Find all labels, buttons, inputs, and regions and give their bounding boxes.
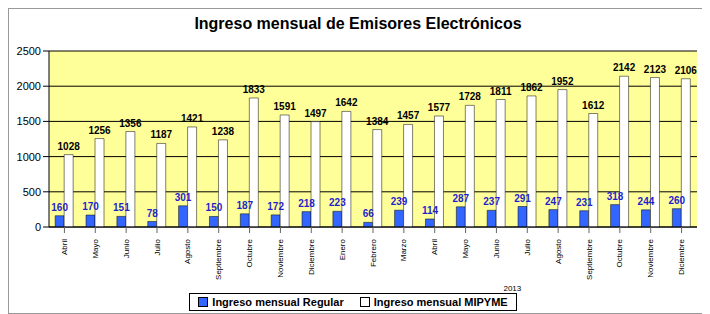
svg-text:151: 151 — [113, 202, 130, 213]
svg-text:Mayo: Mayo — [91, 238, 100, 258]
svg-text:Agosto: Agosto — [554, 238, 563, 263]
svg-text:1457: 1457 — [397, 110, 420, 121]
svg-text:1577: 1577 — [428, 102, 451, 113]
svg-text:1256: 1256 — [88, 125, 111, 136]
svg-text:301: 301 — [175, 192, 192, 203]
svg-text:Septiembre: Septiembre — [214, 238, 223, 279]
svg-text:150: 150 — [206, 202, 223, 213]
svg-text:Julio: Julio — [153, 238, 162, 255]
svg-text:Diciembre: Diciembre — [677, 238, 686, 275]
svg-text:1238: 1238 — [212, 126, 235, 137]
svg-text:0: 0 — [35, 221, 41, 233]
svg-text:187: 187 — [236, 200, 253, 211]
svg-text:Noviembre: Noviembre — [646, 238, 655, 277]
svg-text:Junio: Junio — [492, 238, 501, 258]
svg-text:78: 78 — [147, 208, 159, 219]
svg-text:244: 244 — [638, 196, 655, 207]
svg-text:291: 291 — [514, 193, 531, 204]
html-text:Ingreso mensual Regular: Ingreso mensual Regular — [212, 296, 344, 308]
svg-text:1000: 1000 — [17, 151, 41, 163]
svg-text:1497: 1497 — [304, 108, 327, 119]
svg-text:218: 218 — [298, 198, 315, 209]
svg-text:1356: 1356 — [119, 118, 142, 129]
svg-text:2106: 2106 — [675, 65, 698, 76]
svg-text:Julio: Julio — [523, 238, 532, 255]
svg-text:Diciembre: Diciembre — [307, 238, 316, 275]
svg-text:247: 247 — [545, 196, 562, 207]
svg-text:2500: 2500 — [17, 45, 41, 57]
svg-text:2123: 2123 — [644, 64, 667, 75]
svg-text:Noviembre: Noviembre — [276, 238, 285, 277]
svg-text:2142: 2142 — [613, 62, 636, 73]
svg-text:237: 237 — [483, 196, 500, 207]
svg-text:172: 172 — [267, 201, 284, 212]
svg-text:Septiembre: Septiembre — [585, 238, 594, 279]
svg-text:66: 66 — [363, 208, 375, 219]
svg-text:Abril: Abril — [430, 239, 439, 255]
html-text:Ingreso mensual MIPYME: Ingreso mensual MIPYME — [373, 296, 508, 308]
svg-text:Abril: Abril — [60, 239, 69, 255]
svg-text:Junio: Junio — [122, 238, 131, 258]
svg-text:239: 239 — [391, 196, 408, 207]
svg-text:Octubre: Octubre — [245, 238, 254, 267]
svg-text:Enero: Enero — [338, 238, 347, 260]
svg-text:500: 500 — [23, 186, 41, 198]
svg-text:1028: 1028 — [58, 141, 81, 152]
svg-text:287: 287 — [452, 193, 469, 204]
svg-text:Marzo: Marzo — [399, 238, 408, 261]
svg-text:170: 170 — [82, 201, 99, 212]
svg-text:1833: 1833 — [243, 84, 266, 95]
svg-text:160: 160 — [51, 202, 68, 213]
svg-text:1952: 1952 — [551, 76, 574, 87]
html-text:Ingreso mensual de Emisores El: Ingreso mensual de Emisores Electrónicos — [194, 15, 522, 32]
svg-text:1728: 1728 — [459, 91, 482, 102]
svg-text:1591: 1591 — [274, 101, 297, 112]
svg-text:Mayo: Mayo — [461, 238, 470, 258]
svg-text:Febrero: Febrero — [369, 238, 378, 267]
svg-text:1642: 1642 — [335, 97, 358, 108]
svg-text:260: 260 — [668, 195, 685, 206]
svg-text:Agosto: Agosto — [183, 238, 192, 263]
svg-text:1421: 1421 — [181, 113, 204, 124]
svg-text:231: 231 — [576, 197, 593, 208]
svg-text:2013: 2013 — [503, 284, 521, 293]
svg-text:2000: 2000 — [17, 80, 41, 92]
svg-text:1384: 1384 — [366, 116, 389, 127]
svg-text:1811: 1811 — [490, 86, 512, 97]
svg-text:1187: 1187 — [150, 129, 172, 140]
svg-text:223: 223 — [329, 197, 346, 208]
svg-text:1500: 1500 — [17, 115, 41, 127]
svg-text:114: 114 — [422, 205, 439, 216]
svg-text:1612: 1612 — [582, 100, 605, 111]
svg-text:1862: 1862 — [520, 82, 543, 93]
svg-text:Octubre: Octubre — [615, 238, 624, 267]
svg-text:318: 318 — [607, 191, 624, 202]
